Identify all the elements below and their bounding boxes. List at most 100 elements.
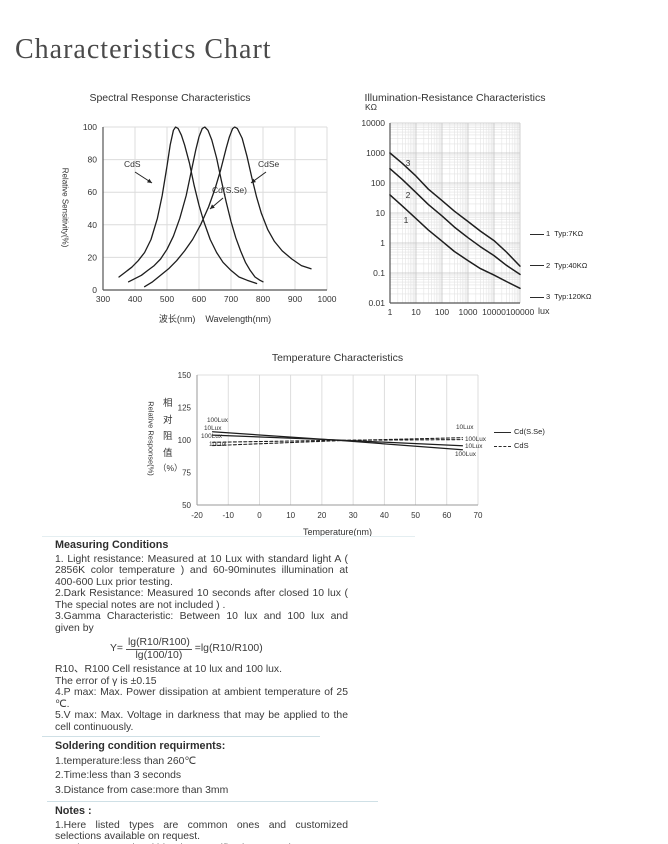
spectral-response-chart: 0 20 40 60 80 100 300 400 500 600 700 800 900 1000 CdS… [40, 88, 340, 333]
curve-CdS [118, 126, 258, 285]
curve-label-arrow-head [251, 178, 256, 183]
y-tick-label: 75 [182, 469, 191, 478]
legend-label: CdS [514, 441, 529, 450]
soldering-item: 1.temperature:less than 260℃ [55, 755, 197, 767]
y-tick-label: 1000 [366, 148, 385, 158]
legend-line-sample [530, 296, 544, 298]
formula-fraction: lg(R10/R100) lg(100/10) [126, 637, 192, 661]
y-axis-label-en: Relative Response(%) [146, 401, 156, 476]
curve-label: CdSe [258, 159, 280, 169]
y-axis-label-cn-unit: （%） [158, 463, 183, 473]
notes-heading: Notes : [55, 805, 92, 817]
y-tick-label: 80 [88, 155, 98, 165]
curve-1 [389, 194, 521, 290]
x-tick-label: -10 [222, 511, 234, 520]
soldering-item: 3.Distance from case:more than 3mm [55, 784, 229, 796]
legend: Cd(S.Se) CdS [494, 427, 545, 455]
legend-item: 3 Typ:120KΩ [530, 292, 592, 301]
curve-3 [389, 152, 521, 267]
x-axis-label: Temperature(nm) [302, 527, 373, 537]
legend-item: 2 Typ:40KΩ [530, 261, 592, 270]
x-tick-label: 100 [435, 307, 449, 317]
formula-lhs: Y= [110, 643, 123, 655]
text-column: Measuring Conditions 1. Light resistance… [42, 536, 415, 844]
x-tick-label: 700 [224, 294, 238, 304]
formula-rhs: =lg(R10/R100) [194, 643, 263, 655]
y-tick-label: 50 [182, 501, 191, 510]
legend-label: Cd(S.Se) [514, 427, 545, 436]
legend-dashed-line-sample [494, 445, 511, 447]
line-label-left: 100Lux [201, 433, 223, 440]
x-tick-label: 1000 [459, 307, 478, 317]
curve-CdS 10Lux [212, 437, 463, 447]
note-item: 2. Please use it within the specificatio… [55, 843, 348, 844]
curve-CdSe [143, 126, 312, 288]
gamma-formula: Y= lg(R10/R100) lg(100/10) =lg(R10/R100) [110, 637, 348, 661]
x-axis-label: 波长(nm) Wavelength(nm) [158, 314, 272, 324]
x-tick-label: 10 [286, 511, 295, 520]
x-tick-label: 60 [442, 511, 451, 520]
line-label-right: 100Lux [465, 436, 487, 443]
measuring-line: 3.Gamma Characteristic: Between 10 lux a… [55, 611, 348, 634]
y-tick-label: 10 [376, 208, 386, 218]
measuring-line: 1. Light resistance: Measured at 10 Lux … [55, 553, 348, 588]
temperature-chart: 50 75 100 125 150 -20 -10 0 10 20 30 40 50 60 70 100Lux… [130, 348, 662, 543]
chart-title: Temperature Characteristics [271, 352, 404, 364]
illumination-resistance-chart: 10000 1000 100 10 1 0.1 0.01 1 10 100 1000 10000 100… [345, 88, 667, 333]
x-tick-label: 800 [256, 294, 270, 304]
line-label-right: 100Lux [455, 451, 477, 458]
y-tick-label: 60 [88, 187, 98, 197]
y-axis-label: Relative Sensitivity(%) [60, 167, 70, 248]
soldering-heading: Soldering condition requirments: [55, 740, 226, 752]
line-label-right: 10Lux [465, 443, 483, 450]
x-tick-label: 900 [288, 294, 302, 304]
y-tick-label: 150 [178, 371, 192, 380]
legend-item: Cd(S.Se) [494, 427, 545, 436]
x-tick-label: -20 [191, 511, 203, 520]
x-tick-label: 50 [411, 511, 420, 520]
y-tick-label: 0 [92, 285, 97, 295]
y-tick-label: 100 [178, 436, 192, 445]
y-tick-label: 20 [88, 252, 98, 262]
x-tick-label: 100000 [506, 307, 535, 317]
line-label-left: 10Lux [209, 441, 227, 448]
x-tick-label: 0 [257, 511, 262, 520]
x-tick-label: 300 [96, 294, 110, 304]
x-tick-label: 1000 [318, 294, 337, 304]
legend-line-sample [530, 233, 544, 235]
y-tick-label: 100 [83, 122, 97, 132]
measuring-line: 5.V max: Max. Voltage in darkness that m… [55, 710, 348, 733]
x-axis-unit: lux [538, 306, 550, 316]
curve-label: Cd(S.Se) [212, 185, 247, 195]
y-tick-label: 0.1 [373, 268, 385, 278]
line-label-right: 10Lux [456, 424, 474, 431]
curve-2 [389, 167, 521, 276]
x-tick-label: 10 [411, 307, 421, 317]
divider [42, 736, 320, 737]
x-tick-label: 40 [380, 511, 389, 520]
curve-Cd(S.Se) [127, 126, 264, 283]
curve-label: 1 [404, 215, 409, 225]
measuring-line: 2.Dark Resistance: Measured 10 seconds a… [55, 588, 348, 611]
x-tick-label: 10000 [482, 307, 506, 317]
legend-solid-line-sample [494, 431, 511, 433]
curve-label: 3 [406, 158, 411, 168]
legend-line-sample [530, 265, 544, 267]
measuring-line: 4.P max: Max. Power dissipation at ambie… [55, 687, 348, 710]
measuring-line: R10、R100 Cell resistance at 10 lux and 1… [55, 664, 282, 675]
y-tick-label: 125 [178, 404, 192, 413]
x-tick-label: 400 [128, 294, 142, 304]
curve-label-arrow-head [147, 178, 152, 183]
x-tick-label: 1 [388, 307, 393, 317]
note-item: 1.Here listed types are common ones and … [55, 819, 348, 843]
legend-item: 1 Typ:7KΩ [530, 229, 592, 238]
x-tick-label: 30 [349, 511, 358, 520]
curve-label-arrow-head [210, 204, 215, 209]
y-tick-label: 100 [371, 178, 385, 188]
curve-label: 2 [406, 190, 411, 200]
y-tick-label: 10000 [361, 118, 385, 128]
y-tick-label: 1 [380, 238, 385, 248]
chart-title: Illumination-Resistance Characteristics [364, 92, 546, 104]
divider [47, 801, 378, 802]
